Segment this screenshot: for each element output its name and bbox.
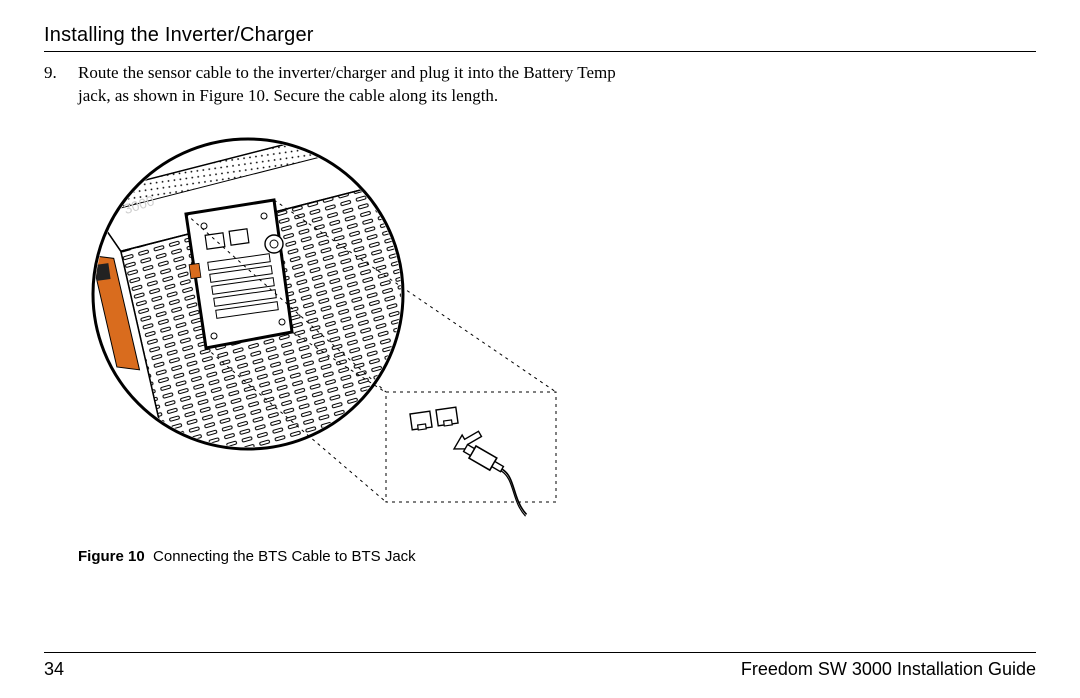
page: Installing the Inverter/Charger 9. Route… (0, 0, 1080, 698)
figure-label-bold: Figure 10 (78, 548, 145, 565)
figure: 3000 (78, 114, 558, 534)
figure-label-text: Connecting the BTS Cable to BTS Jack (153, 548, 416, 565)
step-number: 9. (44, 62, 78, 108)
jack-panel-highlight (186, 200, 292, 348)
step-text: Route the sensor cable to the inverter/c… (78, 62, 638, 108)
footer: 34 Freedom SW 3000 Installation Guide (44, 652, 1036, 680)
page-number: 34 (44, 659, 64, 680)
instruction-step: 9. Route the sensor cable to the inverte… (44, 62, 1036, 108)
guide-title: Freedom SW 3000 Installation Guide (741, 659, 1036, 680)
figure-svg: 3000 (78, 114, 558, 534)
figure-caption: Figure 10 Connecting the BTS Cable to BT… (78, 548, 1036, 565)
page-title: Installing the Inverter/Charger (44, 24, 1036, 52)
